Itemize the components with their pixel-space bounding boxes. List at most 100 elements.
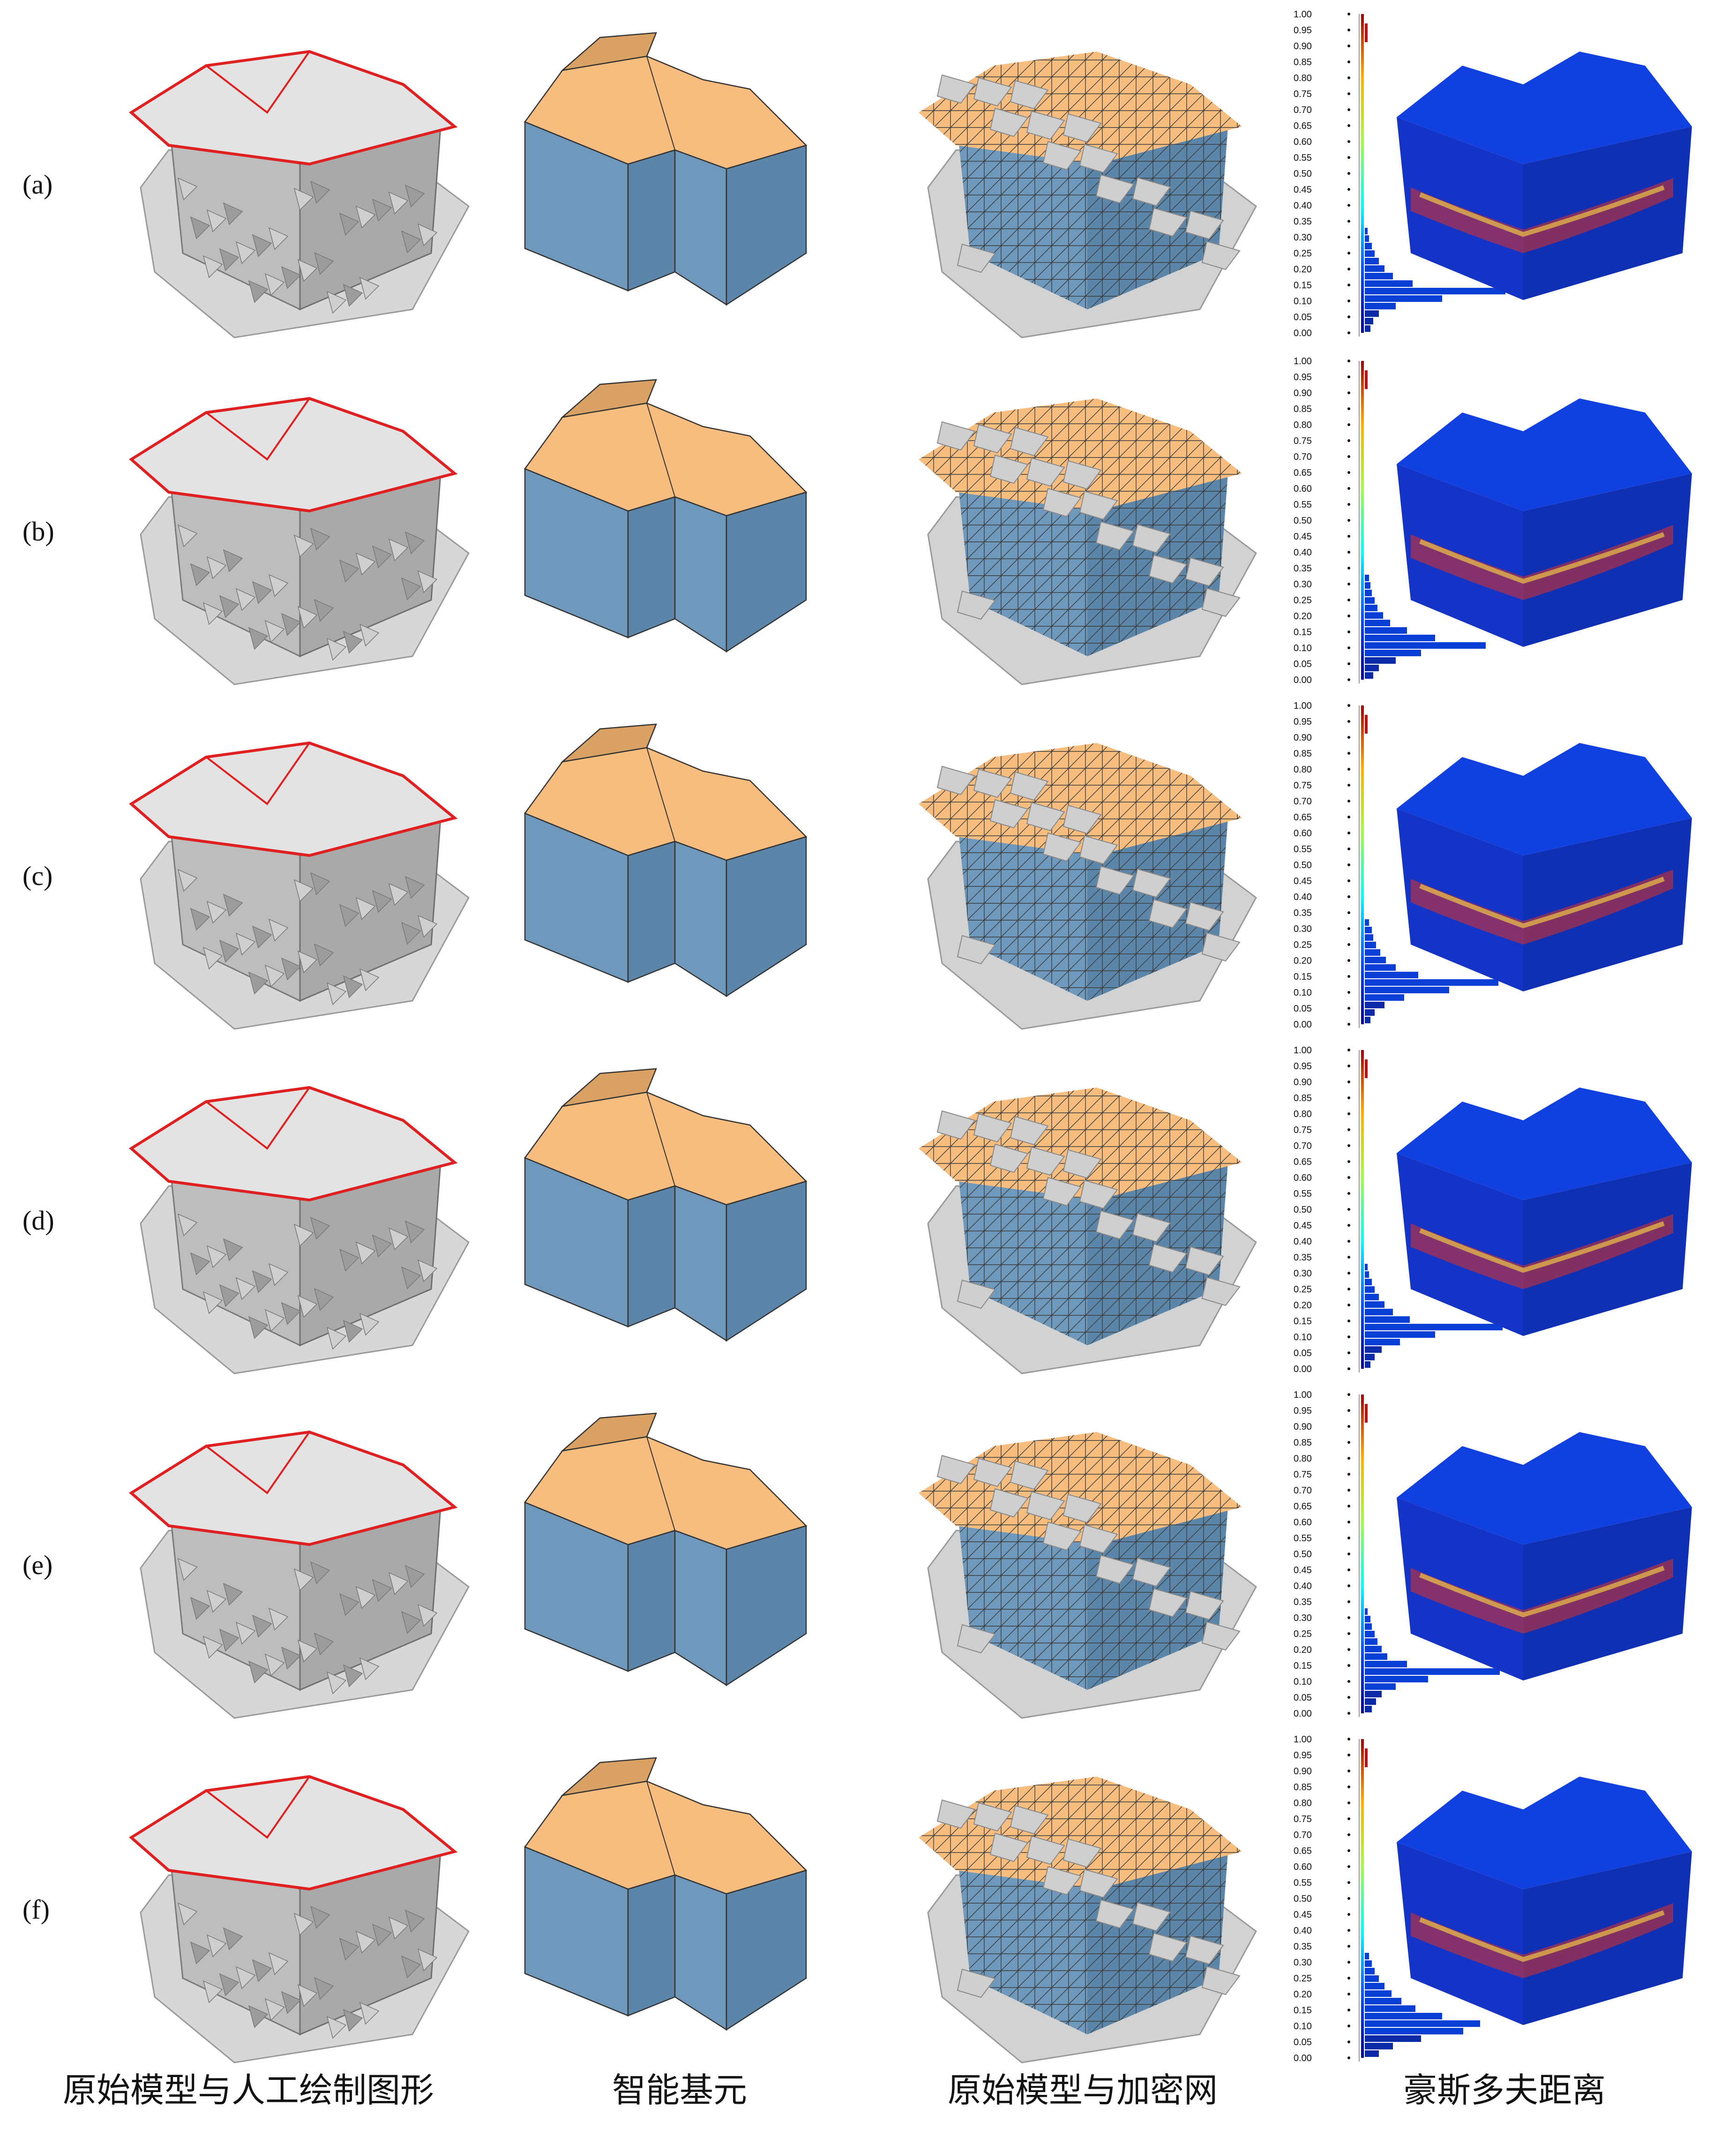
primitive-wall-mid (627, 149, 676, 292)
mesh-facet (223, 549, 243, 572)
mesh-facet (401, 230, 421, 254)
hist-bar (1365, 1631, 1375, 1637)
hist-bar (1365, 964, 1396, 971)
tick-label: 0.00 (1294, 328, 1312, 338)
tick-label: 0.65 (1294, 812, 1312, 823)
mesh-patch (1185, 557, 1224, 587)
tick-label: 0.55 (1294, 153, 1312, 163)
tick-label: 0.70 (1294, 452, 1312, 462)
tick-mark (1347, 1425, 1350, 1428)
mesh-facet (355, 552, 376, 576)
mesh-facet (343, 975, 363, 998)
mesh-facet (235, 1621, 256, 1645)
tick-mark (1347, 816, 1350, 818)
hist-bar (1365, 280, 1413, 287)
row-label: (d) (22, 1205, 54, 1236)
tick-mark (1347, 268, 1350, 270)
mesh-patch (1079, 1868, 1118, 1898)
mesh-facet (223, 1927, 243, 1950)
primitive-roof-upper (560, 1068, 657, 1107)
tick-mark (1347, 140, 1350, 143)
hist-bar (1365, 1324, 1503, 1330)
mesh-patch (1095, 1210, 1135, 1240)
tick-mark (1347, 124, 1350, 127)
hist-bar (1365, 979, 1498, 986)
mesh-patch (1185, 901, 1224, 931)
smart-primitive-model (524, 1757, 808, 2031)
tick-label: 0.15 (1294, 972, 1312, 982)
hand-drawn-outline (128, 1775, 458, 1891)
outline-ridge (205, 1776, 310, 1839)
mesh-facet (248, 1660, 269, 1684)
tick-label: 0.65 (1294, 1157, 1312, 1167)
hist-bar (1365, 597, 1375, 604)
caption-original-and-drawn: 原始模型与人工绘制图形 (62, 2070, 434, 2110)
dense-grid-roof (919, 52, 1242, 164)
primitive-wall-mid2 (674, 1530, 727, 1687)
tick-label: 0.65 (1294, 1846, 1312, 1856)
mesh-patch (1042, 1521, 1082, 1551)
mesh-facet (297, 606, 318, 629)
tick-label: 0.85 (1294, 404, 1312, 414)
heat-band-core (1419, 1566, 1665, 1618)
mesh-facet (355, 1241, 376, 1265)
tick-label: 0.40 (1294, 1581, 1312, 1591)
colorbar (1361, 1050, 1364, 1369)
tick-mark (1347, 2025, 1350, 2027)
mesh-patch (1063, 1838, 1102, 1868)
tick-mark (1347, 252, 1350, 255)
tick-label: 0.35 (1294, 563, 1312, 574)
tick-label: 0.40 (1294, 548, 1312, 558)
tick-label: 0.15 (1294, 627, 1312, 638)
tick-label: 0.90 (1294, 733, 1312, 743)
hand-drawn-outline (128, 741, 458, 857)
heat-band (1411, 178, 1673, 253)
mesh-patch (1010, 1460, 1049, 1490)
mesh-patch (1042, 141, 1082, 171)
mesh-patch (1132, 868, 1171, 898)
hist-bar (1365, 1009, 1375, 1016)
tick-mark (1347, 300, 1350, 302)
mesh-patch (1010, 80, 1049, 110)
tick-mark (1347, 1865, 1350, 1868)
mesh-facet (264, 620, 285, 643)
mesh-patch (1010, 1805, 1049, 1835)
mesh-facet (359, 2002, 380, 2025)
tick-label: 0.60 (1294, 137, 1312, 147)
tick-mark (1347, 1537, 1350, 1539)
hist-bar (1365, 1361, 1370, 1368)
original-mesh-with-outline (128, 50, 470, 338)
tick-label: 0.65 (1294, 468, 1312, 478)
mesh-patch (1132, 524, 1171, 554)
hist-bar (1365, 2013, 1442, 2019)
mesh-facet (264, 273, 285, 296)
primitive-wall-right (726, 491, 807, 653)
tick-mark (1347, 1801, 1350, 1804)
mesh-facet (404, 1220, 425, 1244)
mesh-facet (219, 1628, 239, 1652)
hist-bar (1365, 627, 1407, 634)
hist-bar (1365, 1676, 1428, 1682)
distance-histogram: 1.00 0.95 0.90 0.85 0.80 0.75 0.70 0.65 0.60 0.55… (1294, 701, 1498, 1030)
primitive-wall-mid2 (674, 149, 727, 306)
mesh-facet (202, 1980, 223, 2003)
tick-mark (1347, 1409, 1350, 1412)
mesh-patch (1095, 521, 1135, 551)
heat-face-top (1397, 1777, 1692, 1889)
tick-label: 0.65 (1294, 1501, 1312, 1512)
tick-mark (1347, 583, 1350, 585)
hist-bar (1365, 318, 1373, 324)
tick-label: 0.50 (1294, 1549, 1312, 1560)
hist-bar (1365, 1653, 1387, 1660)
mesh-facet (293, 879, 314, 902)
original-mesh-with-dense-grid (919, 743, 1257, 1030)
tick-mark (1347, 1489, 1350, 1492)
hist-bar (1365, 605, 1377, 611)
tick-label: 1.00 (1294, 701, 1312, 711)
mesh-facet (206, 900, 227, 924)
hist-bar (1365, 1264, 1368, 1270)
mesh-facet (293, 1568, 314, 1591)
tick-label: 0.50 (1294, 516, 1312, 526)
tick-mark (1347, 1160, 1350, 1163)
distance-histogram: 1.00 0.95 0.90 0.85 0.80 0.75 0.70 0.65 0.60 0.55… (1294, 1734, 1480, 2063)
